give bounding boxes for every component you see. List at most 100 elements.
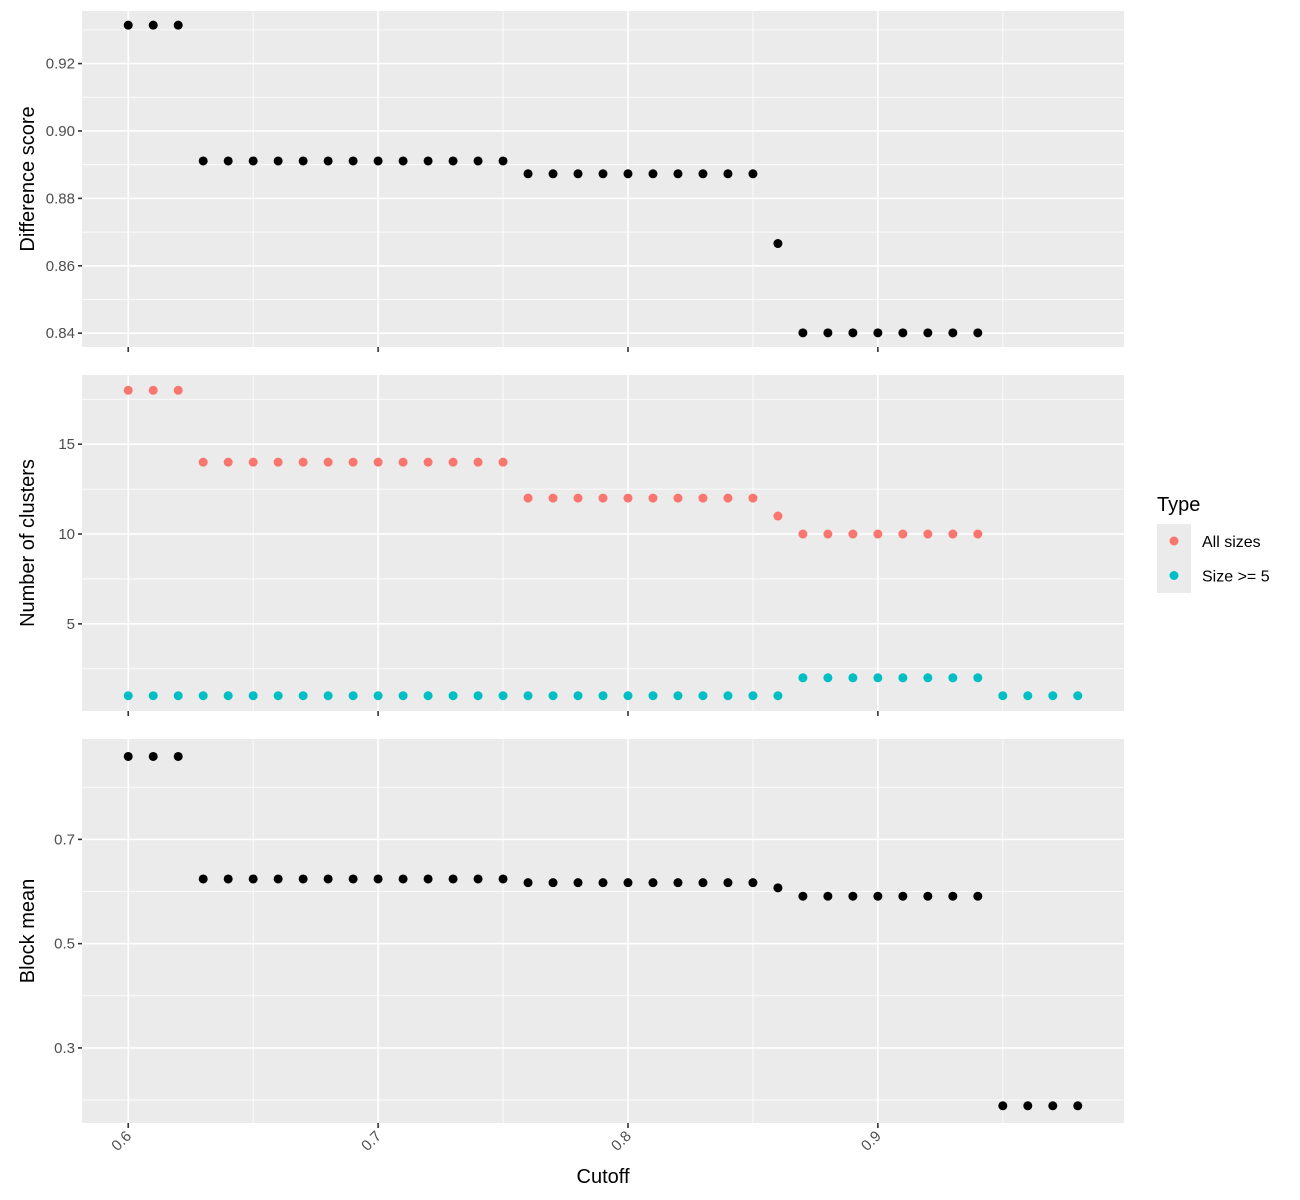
data-point xyxy=(273,156,283,166)
data-point xyxy=(498,691,508,701)
data-point xyxy=(948,328,958,338)
legend-label: Size >= 5 xyxy=(1202,569,1270,586)
data-point xyxy=(223,691,233,701)
y-tick-label: 15 xyxy=(58,436,75,453)
data-point xyxy=(298,457,308,467)
data-point xyxy=(698,691,708,701)
data-point xyxy=(973,328,983,338)
legend-key-size-5 xyxy=(1169,571,1179,580)
y-axis-title: Number of clusters xyxy=(17,459,39,627)
data-point xyxy=(598,878,608,888)
data-point xyxy=(798,891,808,901)
data-point xyxy=(148,20,158,30)
data-point xyxy=(898,891,908,901)
data-point xyxy=(773,691,783,701)
data-point xyxy=(748,169,758,179)
data-point xyxy=(573,169,583,179)
data-point xyxy=(823,328,833,338)
data-point xyxy=(973,673,983,683)
data-point xyxy=(348,691,358,701)
data-point xyxy=(423,457,433,467)
data-point xyxy=(523,878,533,888)
data-point xyxy=(848,891,858,901)
x-tick-label: 0.8 xyxy=(608,1128,635,1155)
data-point xyxy=(723,691,733,701)
data-point xyxy=(648,878,658,888)
y-tick-label: 0.90 xyxy=(46,123,75,140)
data-point xyxy=(123,691,133,701)
y-tick-label: 0.84 xyxy=(46,325,75,342)
data-point xyxy=(723,493,733,503)
data-point xyxy=(523,169,533,179)
data-point xyxy=(923,328,933,338)
y-axis-title: Difference score xyxy=(17,106,39,251)
data-point xyxy=(473,457,483,467)
data-point xyxy=(623,169,633,179)
data-point xyxy=(323,874,333,884)
legend-key-all-sizes xyxy=(1169,536,1179,546)
data-point xyxy=(248,457,258,467)
data-point xyxy=(548,878,558,888)
data-point xyxy=(773,239,783,249)
x-tick-label: 0.7 xyxy=(358,1128,385,1155)
data-point xyxy=(673,691,683,701)
data-point xyxy=(398,691,408,701)
data-point xyxy=(373,457,383,467)
data-point xyxy=(898,529,908,539)
data-point xyxy=(873,891,883,901)
data-point xyxy=(1023,691,1033,701)
data-point xyxy=(273,457,283,467)
data-point xyxy=(923,673,933,683)
legend-keys: All sizes Size >= 5 xyxy=(1157,524,1270,593)
data-point xyxy=(123,385,133,395)
data-point xyxy=(323,457,333,467)
data-point xyxy=(723,169,733,179)
data-point xyxy=(298,156,308,166)
data-point xyxy=(748,493,758,503)
data-point xyxy=(273,874,283,884)
data-point xyxy=(223,457,233,467)
panel-background xyxy=(82,11,1124,347)
data-point xyxy=(298,691,308,701)
data-point xyxy=(823,891,833,901)
data-point xyxy=(873,673,883,683)
panel-difference-score: 0.84 0.86 0.88 0.90 0.92 Difference score xyxy=(17,11,1124,352)
data-point xyxy=(1073,691,1083,701)
data-point xyxy=(123,20,133,30)
data-point xyxy=(373,156,383,166)
data-point xyxy=(698,169,708,179)
data-point xyxy=(698,493,708,503)
y-tick-label: 5 xyxy=(67,616,75,633)
data-point xyxy=(298,874,308,884)
x-tick-label: 0.9 xyxy=(858,1128,885,1155)
data-point xyxy=(923,891,933,901)
data-point xyxy=(973,529,983,539)
data-point xyxy=(323,156,333,166)
data-point xyxy=(648,493,658,503)
data-point xyxy=(648,169,658,179)
data-point xyxy=(148,751,158,761)
data-point xyxy=(798,328,808,338)
data-point xyxy=(173,691,183,701)
data-point xyxy=(198,874,208,884)
data-point xyxy=(548,691,558,701)
panel-background xyxy=(82,739,1124,1123)
data-point xyxy=(948,529,958,539)
data-point xyxy=(323,691,333,701)
series-size-5 xyxy=(123,673,1083,701)
data-point xyxy=(848,673,858,683)
data-point xyxy=(998,691,1008,701)
data-point xyxy=(548,169,558,179)
data-point xyxy=(373,691,383,701)
panel-background xyxy=(82,375,1124,711)
data-point xyxy=(1073,1101,1083,1111)
data-point xyxy=(223,874,233,884)
x-tick-label: 0.6 xyxy=(108,1128,135,1155)
data-point xyxy=(873,328,883,338)
data-point xyxy=(173,751,183,761)
data-point xyxy=(623,878,633,888)
data-point xyxy=(248,156,258,166)
data-point xyxy=(398,156,408,166)
data-point xyxy=(698,878,708,888)
panel-block-mean: 0.3 0.5 0.7 Block mean xyxy=(17,739,1124,1128)
